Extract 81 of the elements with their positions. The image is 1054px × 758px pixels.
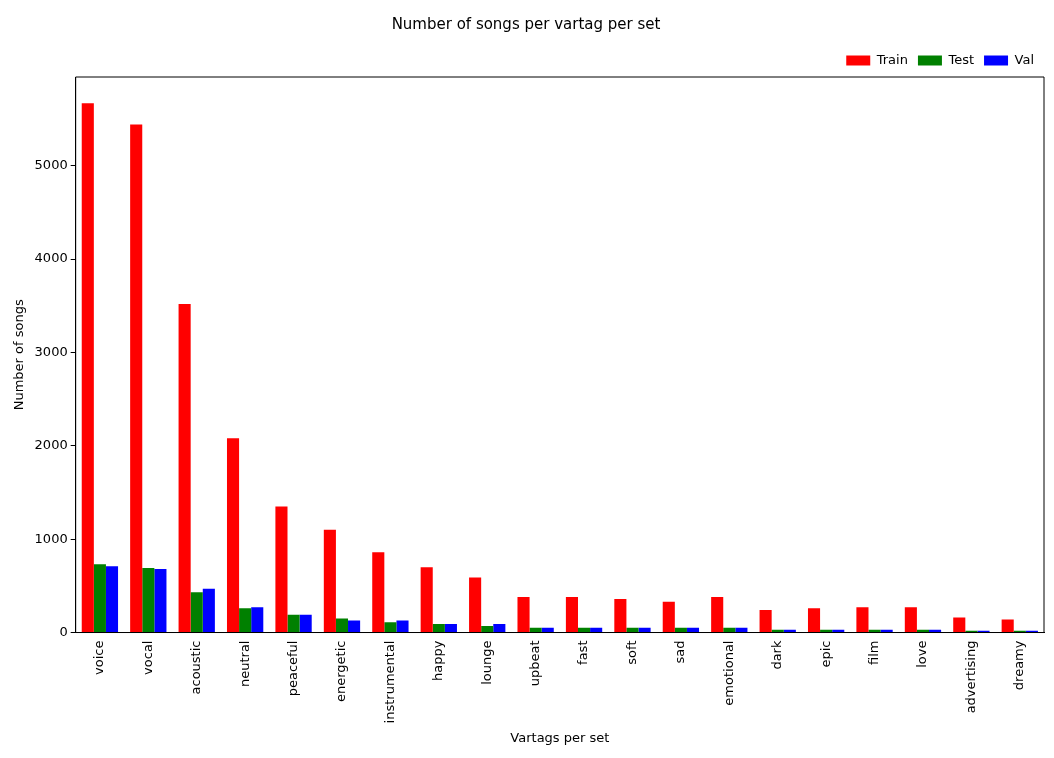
x-tick-label: love [914,640,930,668]
bar [759,610,772,633]
bar [614,598,627,633]
x-tick-label: energetic [333,640,349,702]
bar [481,625,494,633]
bar [541,627,554,633]
bar [493,624,506,633]
bar [226,438,240,633]
bar [335,618,349,633]
bar [686,627,700,633]
bar [93,564,106,633]
x-tick-label: dark [769,640,785,670]
bar [372,552,385,633]
x-tick-label: lounge [478,640,494,685]
bar [1001,619,1014,633]
bar [444,624,457,633]
y-tick-label: 1000 [34,530,68,546]
bar [202,588,215,633]
bar [396,620,409,633]
bar [420,567,433,633]
bar [299,614,312,633]
y-tick-label: 3000 [34,343,68,359]
x-tick-label: happy [430,640,446,681]
y-tick-label: 0 [59,623,68,639]
y-tick-label: 5000 [34,157,68,173]
bar [239,608,252,633]
x-tick-label: fast [575,640,591,665]
legend-label: Val [1014,51,1035,67]
bar [578,627,591,633]
bar [130,124,143,633]
x-tick-label: emotional [720,640,736,706]
bar [154,569,167,633]
bar [807,608,821,633]
bar [711,597,724,633]
bar [735,627,748,633]
bar [517,597,530,633]
x-tick-label: advertising [962,640,978,714]
bar [529,627,542,633]
bar [105,566,119,633]
x-axis-title: Vartags per set [510,729,610,745]
y-tick-label: 4000 [34,250,68,266]
y-tick-label: 2000 [34,437,68,453]
bar [251,607,264,633]
bar [323,529,336,633]
bar [287,614,300,633]
bar [469,577,482,633]
bar [856,607,869,633]
bar [81,103,94,633]
x-tick-label: sad [672,640,688,664]
bar [190,592,203,633]
bar [565,597,578,633]
bar [723,627,736,633]
x-tick-label: film [865,640,881,665]
y-axis-title: Number of songs [11,299,27,411]
bar [384,622,397,633]
x-tick-label: voice [91,640,107,675]
x-tick-label: vocal [139,640,155,675]
bar [662,601,675,633]
x-tick-label: upbeat [527,640,543,687]
bar [904,607,917,633]
x-tick-label: neutral [236,640,252,688]
bar [142,568,155,633]
bar [432,624,445,633]
bar [275,506,288,633]
bar [868,629,881,633]
x-tick-label: epic [817,640,833,668]
x-tick-label: peaceful [284,640,300,697]
bar [674,627,687,633]
bar [626,627,639,633]
bar [953,617,966,633]
bar [348,620,361,633]
chart-title: Number of songs per vartag per set [391,14,661,33]
bar [178,303,191,633]
x-tick-label: acoustic [188,640,204,695]
bar [638,627,651,633]
legend-label: Train [875,51,908,67]
x-tick-label: dreamy [1011,640,1027,691]
x-tick-label: soft [623,640,639,665]
bar [590,627,603,633]
legend-label: Test [947,51,975,67]
x-tick-label: instrumental [381,640,397,724]
